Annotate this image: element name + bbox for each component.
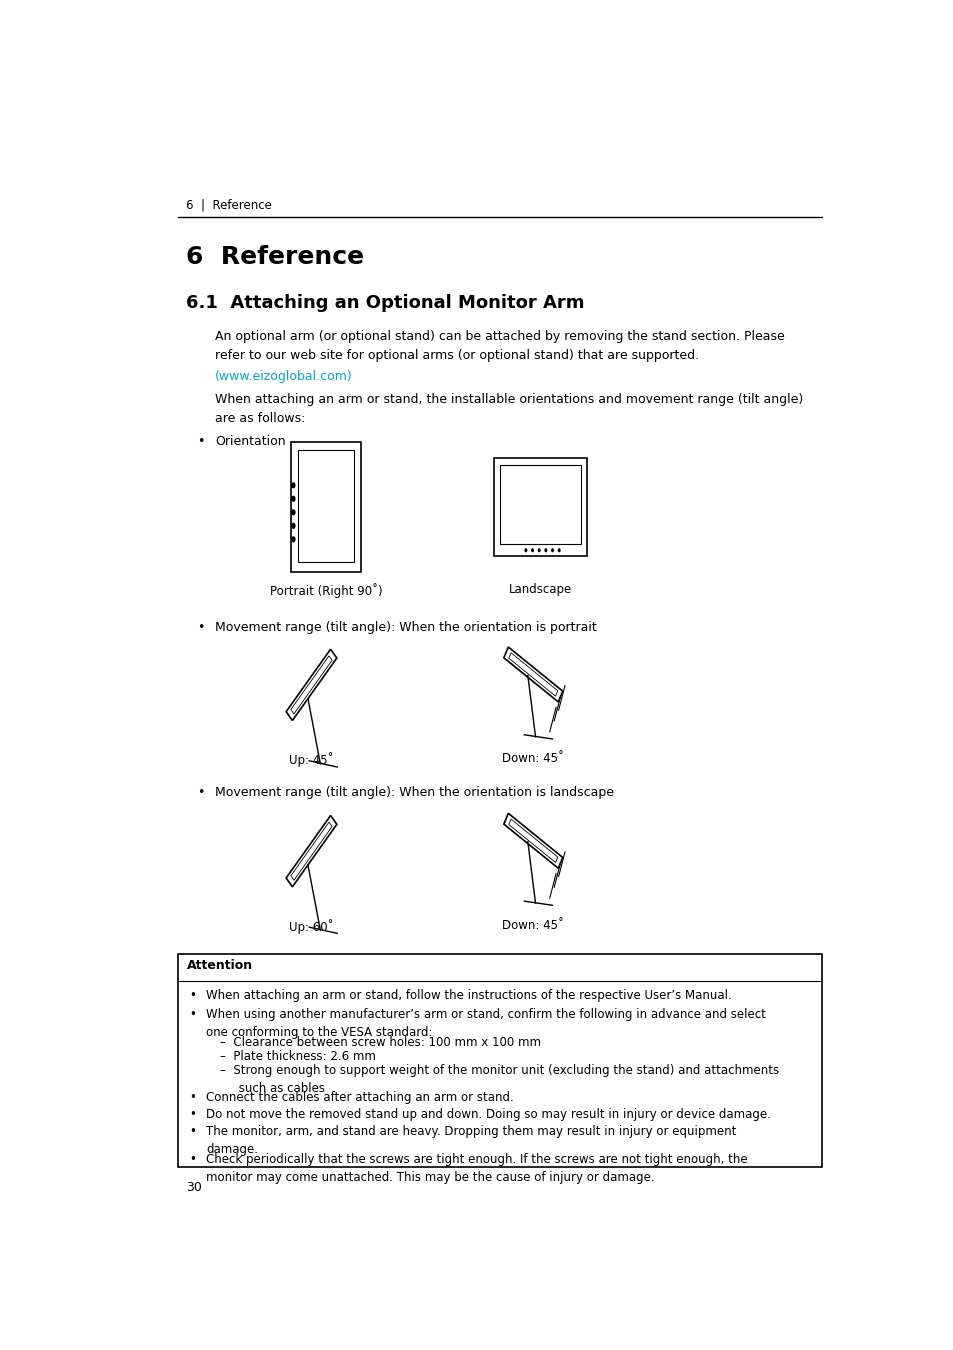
Text: –  Clearance between screw holes: 100 mm x 100 mm: – Clearance between screw holes: 100 mm … xyxy=(219,1037,540,1049)
Text: The monitor, arm, and stand are heavy. Dropping them may result in injury or equ: The monitor, arm, and stand are heavy. D… xyxy=(206,1125,736,1156)
Text: •: • xyxy=(196,621,204,634)
Text: •: • xyxy=(190,1153,196,1165)
Circle shape xyxy=(551,548,554,552)
Text: When attaching an arm or stand, follow the instructions of the respective User’s: When attaching an arm or stand, follow t… xyxy=(206,990,732,1003)
Circle shape xyxy=(291,536,295,543)
Text: •: • xyxy=(190,1108,196,1120)
Text: •: • xyxy=(190,1091,196,1104)
Bar xyxy=(298,450,354,562)
Text: Portrait (Right 90˚): Portrait (Right 90˚) xyxy=(270,583,382,598)
Bar xyxy=(494,458,586,556)
Text: Connect the cables after attaching an arm or stand.: Connect the cables after attaching an ar… xyxy=(206,1091,514,1104)
Text: •: • xyxy=(196,436,204,448)
Bar xyxy=(499,464,580,544)
Text: When attaching an arm or stand, the installable orientations and movement range : When attaching an arm or stand, the inst… xyxy=(215,393,802,425)
Text: Up: 60˚: Up: 60˚ xyxy=(289,919,334,934)
Text: •: • xyxy=(190,990,196,1003)
Circle shape xyxy=(524,548,527,552)
Text: Movement range (tilt angle): When the orientation is landscape: Movement range (tilt angle): When the or… xyxy=(215,786,614,799)
Text: Orientation: Orientation xyxy=(215,436,286,448)
Text: •: • xyxy=(190,1007,196,1021)
Circle shape xyxy=(537,548,540,552)
Text: Landscape: Landscape xyxy=(509,583,572,595)
Text: –  Strong enough to support weight of the monitor unit (excluding the stand) and: – Strong enough to support weight of the… xyxy=(219,1064,778,1095)
Circle shape xyxy=(291,495,295,502)
Circle shape xyxy=(544,548,547,552)
Text: 6  |  Reference: 6 | Reference xyxy=(186,198,272,212)
Text: •: • xyxy=(196,786,204,799)
Circle shape xyxy=(291,509,295,516)
Text: 6.1  Attaching an Optional Monitor Arm: 6.1 Attaching an Optional Monitor Arm xyxy=(186,294,583,312)
Text: (www.eizoglobal.com): (www.eizoglobal.com) xyxy=(215,370,353,383)
Text: Check periodically that the screws are tight enough. If the screws are not tight: Check periodically that the screws are t… xyxy=(206,1153,747,1184)
Text: –  Plate thickness: 2.6 mm: – Plate thickness: 2.6 mm xyxy=(219,1050,375,1064)
Text: Down: 45˚: Down: 45˚ xyxy=(502,752,563,765)
Bar xyxy=(178,954,821,1168)
Circle shape xyxy=(291,482,295,489)
Text: Movement range (tilt angle): When the orientation is portrait: Movement range (tilt angle): When the or… xyxy=(215,621,597,634)
Text: Attention: Attention xyxy=(187,960,253,972)
Circle shape xyxy=(291,522,295,529)
Text: When using another manufacturer’s arm or stand, confirm the following in advance: When using another manufacturer’s arm or… xyxy=(206,1007,765,1038)
Text: 30: 30 xyxy=(186,1181,201,1193)
Text: An optional arm (or optional stand) can be attached by removing the stand sectio: An optional arm (or optional stand) can … xyxy=(215,331,784,362)
Bar xyxy=(291,443,361,572)
Circle shape xyxy=(531,548,534,552)
Text: 6  Reference: 6 Reference xyxy=(186,246,363,269)
Text: Do not move the removed stand up and down. Doing so may result in injury or devi: Do not move the removed stand up and dow… xyxy=(206,1108,771,1120)
Text: Down: 45˚: Down: 45˚ xyxy=(502,919,563,931)
Text: •: • xyxy=(190,1125,196,1138)
Text: Up: 45˚: Up: 45˚ xyxy=(289,752,334,767)
Circle shape xyxy=(558,548,560,552)
